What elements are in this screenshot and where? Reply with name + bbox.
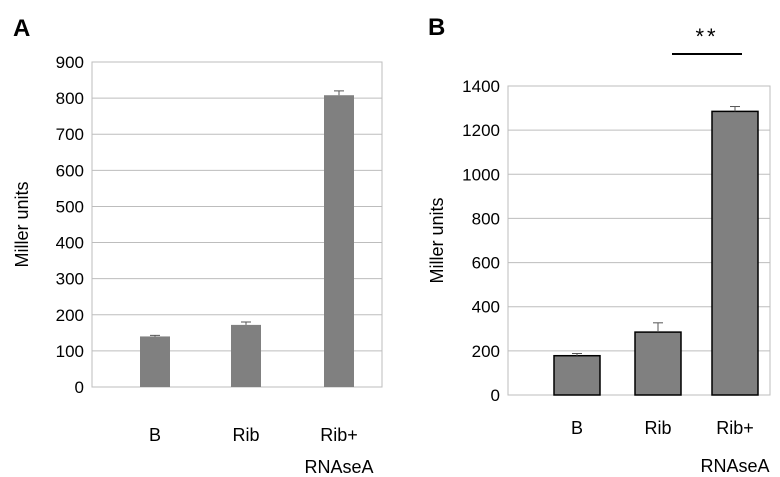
- panel-a-bar-rib-: [324, 95, 354, 387]
- panel-a-y-tick-label: 600: [56, 161, 84, 180]
- panel-b-y-tick-label: 400: [472, 298, 500, 317]
- panel-a-x-tick-label: Rib: [232, 425, 259, 445]
- panel-b-y-tick-label: 1400: [462, 77, 500, 96]
- panel-b-y-tick-label: 1200: [462, 121, 500, 140]
- panel-b-bar-rib-: [711, 110, 759, 396]
- panel-b-bar-b: [553, 354, 601, 396]
- panel-b-bar-rib: [634, 331, 682, 396]
- panel-a-y-tick-label: 200: [56, 306, 84, 325]
- panel-a-y-tick-label: 0: [75, 378, 84, 397]
- panel-a-y-tick-label: 900: [56, 53, 84, 72]
- panel-a-y-axis-title: Miller units: [12, 181, 32, 267]
- panel-a-x-tick-sublabel: RNAseA: [304, 457, 373, 477]
- panel-a-y-tick-label: 700: [56, 125, 84, 144]
- panel-a-y-tick-label: 100: [56, 342, 84, 361]
- panel-b-x-tick-sublabel: RNAseA: [700, 456, 769, 476]
- panel-b-y-tick-label: 200: [472, 342, 500, 361]
- panel-b-y-tick-label: 0: [491, 386, 500, 405]
- panel-b-y-tick-label: 1000: [462, 165, 500, 184]
- panel-a-x-tick-label: B: [149, 425, 161, 445]
- panel-b-y-tick-label: 600: [472, 254, 500, 273]
- panel-a-y-tick-label: 500: [56, 197, 84, 216]
- panel-a-bar-rib: [231, 324, 261, 387]
- panel-a-letter: A: [13, 15, 30, 42]
- panel-b-significance-label: **: [695, 24, 718, 49]
- panel-b-y-tick-label: 800: [472, 209, 500, 228]
- chart-panel-b: 0 200 400 600 800 1000 1200 1400 B Rib Rib+ RNAseA M…: [427, 24, 771, 476]
- panel-b-letter: B: [428, 14, 445, 41]
- chart-panel-a: 0 100 200 300 400 500 600 700 800 900 B Rib Rib+ RNAs…: [12, 53, 383, 477]
- panel-a-y-tick-label: 800: [56, 89, 84, 108]
- panel-b-x-tick-label: Rib: [644, 418, 671, 438]
- panel-b-x-tick-label: Rib+: [716, 418, 754, 438]
- panel-a-y-tick-label: 400: [56, 234, 84, 253]
- panel-a-x-tick-label: Rib+: [320, 425, 358, 445]
- panel-a-bar-b: [140, 336, 170, 387]
- panel-b-x-tick-label: B: [571, 418, 583, 438]
- panel-a-y-tick-label: 300: [56, 270, 84, 289]
- panel-b-y-axis-title: Miller units: [427, 197, 447, 283]
